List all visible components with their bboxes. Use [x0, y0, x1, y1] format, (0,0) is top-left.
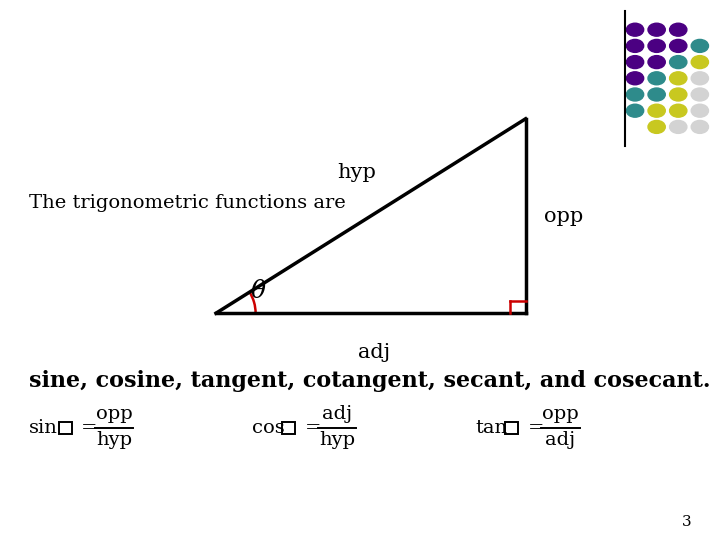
FancyBboxPatch shape	[505, 422, 518, 434]
FancyBboxPatch shape	[282, 422, 295, 434]
Circle shape	[648, 39, 665, 52]
Text: adj: adj	[546, 431, 575, 449]
Text: θ: θ	[251, 280, 266, 303]
Circle shape	[648, 104, 665, 117]
Circle shape	[626, 72, 644, 85]
Text: hyp: hyp	[96, 431, 132, 449]
Text: opp: opp	[544, 206, 583, 226]
Circle shape	[691, 88, 708, 101]
Text: opp: opp	[96, 405, 132, 423]
Circle shape	[648, 120, 665, 133]
Text: 3: 3	[682, 515, 691, 529]
Text: =: =	[305, 419, 321, 437]
Text: hyp: hyp	[319, 431, 356, 449]
Text: sin: sin	[29, 419, 58, 437]
Circle shape	[626, 39, 644, 52]
Text: hyp: hyp	[337, 163, 376, 183]
Circle shape	[670, 72, 687, 85]
Text: tan: tan	[475, 419, 508, 437]
Circle shape	[626, 104, 644, 117]
Circle shape	[648, 88, 665, 101]
Circle shape	[626, 88, 644, 101]
Circle shape	[691, 104, 708, 117]
Circle shape	[626, 23, 644, 36]
Circle shape	[691, 39, 708, 52]
Text: =: =	[528, 419, 544, 437]
Text: adj: adj	[359, 343, 390, 362]
Circle shape	[670, 56, 687, 69]
Circle shape	[670, 39, 687, 52]
Circle shape	[670, 104, 687, 117]
Circle shape	[691, 56, 708, 69]
Circle shape	[691, 120, 708, 133]
Circle shape	[670, 120, 687, 133]
Text: sine, cosine, tangent, cotangent, secant, and cosecant.: sine, cosine, tangent, cotangent, secant…	[29, 370, 711, 392]
Text: The trigonometric functions are: The trigonometric functions are	[29, 193, 346, 212]
Circle shape	[648, 23, 665, 36]
Circle shape	[648, 72, 665, 85]
Circle shape	[670, 88, 687, 101]
Text: adj: adj	[323, 405, 352, 423]
Circle shape	[648, 56, 665, 69]
Text: cos: cos	[252, 419, 284, 437]
Circle shape	[691, 72, 708, 85]
Circle shape	[670, 23, 687, 36]
Text: =: =	[81, 419, 98, 437]
FancyBboxPatch shape	[59, 422, 72, 434]
Circle shape	[626, 56, 644, 69]
Text: opp: opp	[542, 405, 579, 423]
